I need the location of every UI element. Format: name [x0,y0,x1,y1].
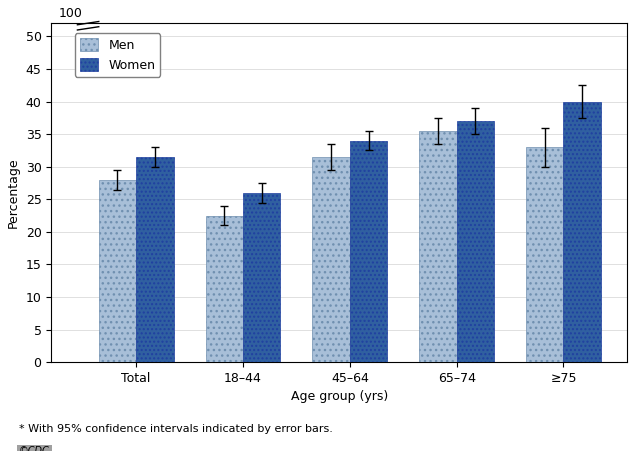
Bar [99,180,136,362]
Bar [350,141,387,362]
Bar [526,147,564,362]
Bar [136,157,174,362]
X-axis label: Age group (yrs): Age group (yrs) [290,391,388,404]
Bar [205,216,243,362]
Bar [419,131,456,362]
Bar [456,121,494,362]
Bar [243,193,280,362]
Text: * With 95% confidence intervals indicated by error bars.: * With 95% confidence intervals indicate… [19,424,333,434]
Legend: Men, Women: Men, Women [75,33,160,77]
Y-axis label: Percentage: Percentage [7,157,20,228]
Bar [313,157,350,362]
Bar [564,101,601,362]
Text: 100: 100 [59,7,83,20]
Text: ©CDC: ©CDC [19,446,50,451]
